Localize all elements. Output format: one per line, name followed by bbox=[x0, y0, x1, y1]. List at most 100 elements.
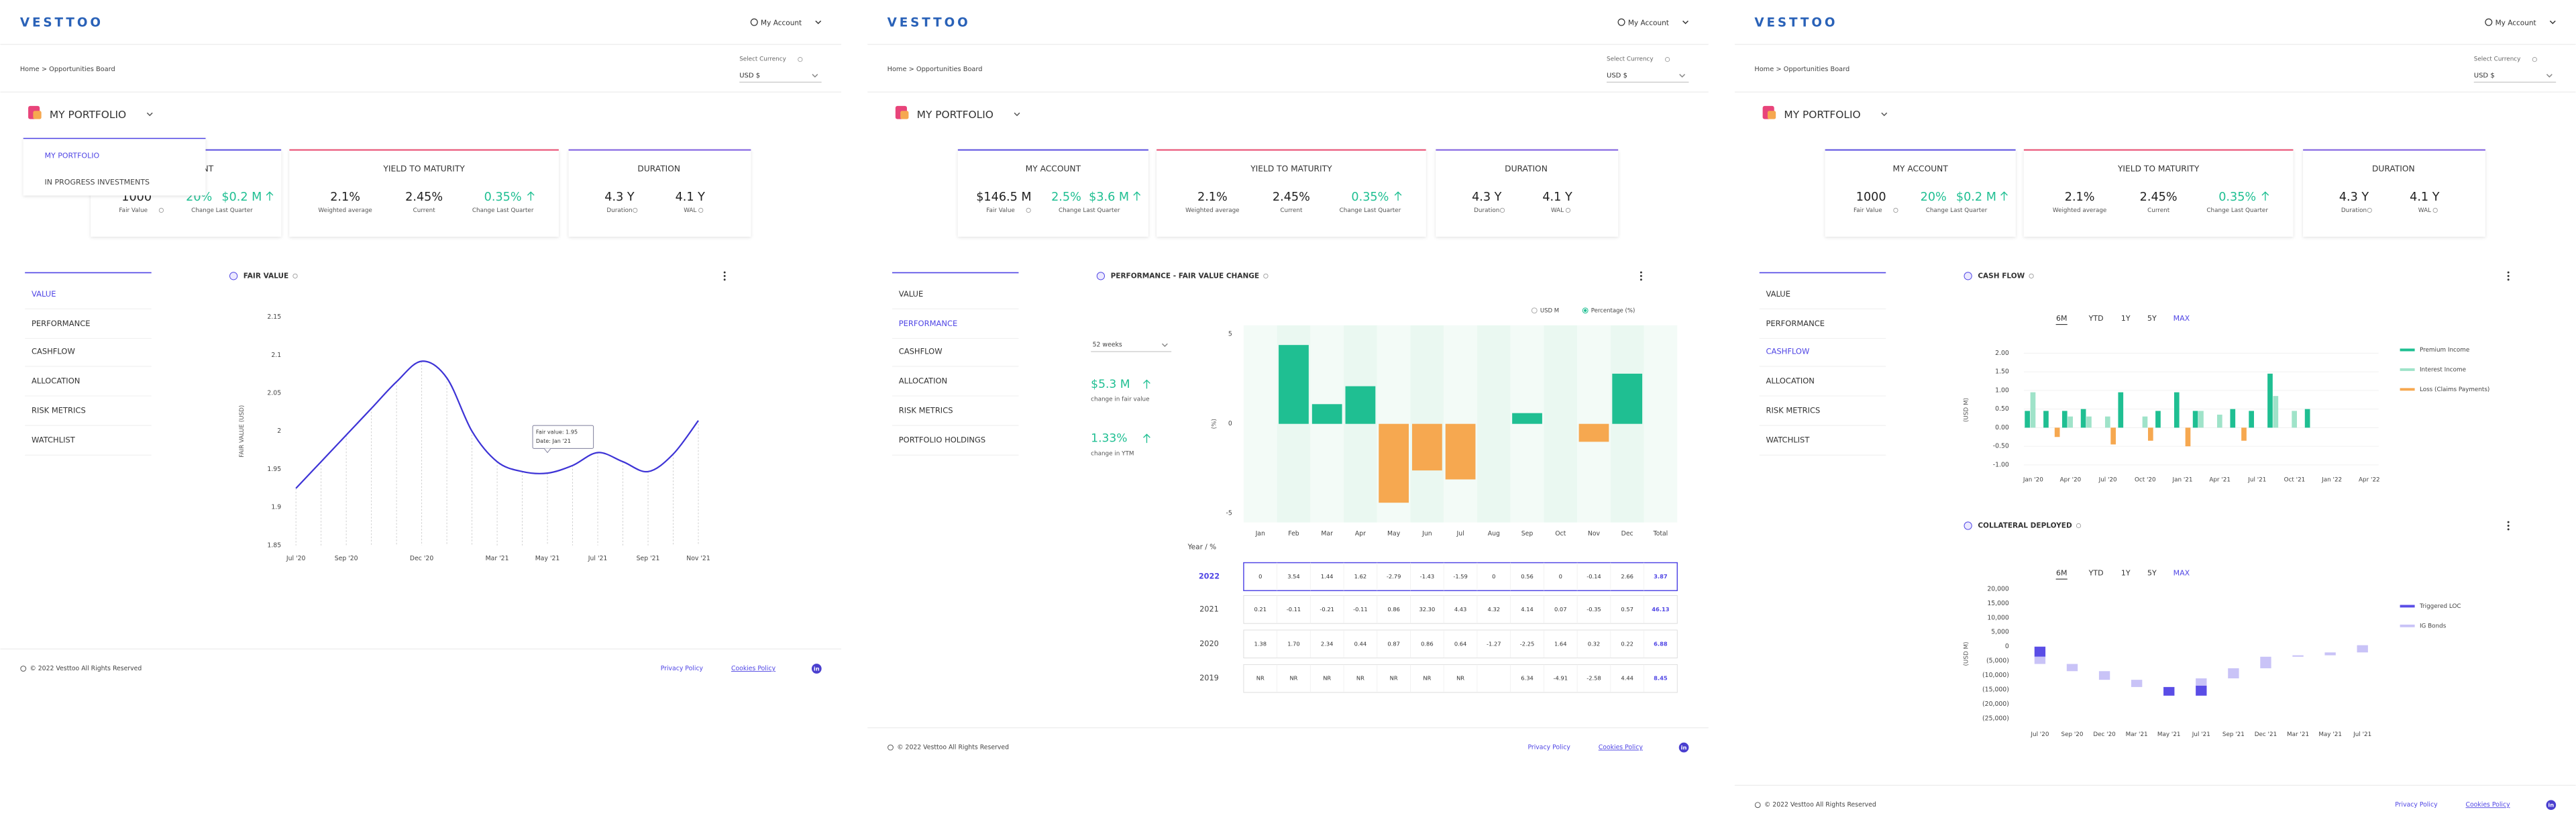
menu-item[interactable]: ALLOCATION bbox=[899, 376, 947, 386]
legend-label: Interest Income bbox=[2420, 366, 2466, 373]
menu-item[interactable]: PERFORMANCE bbox=[1766, 319, 1825, 328]
table-year: 2022 bbox=[1199, 572, 1220, 580]
stat-value: 1.33% bbox=[1091, 432, 1127, 446]
dropdown-item[interactable]: MY PORTFOLIO bbox=[45, 152, 100, 160]
kpi-value: $0.2 M bbox=[221, 191, 262, 204]
period-tab[interactable]: 6M bbox=[2056, 568, 2068, 577]
table-year: 2020 bbox=[1199, 639, 1219, 648]
kpi-label: Change Last Quarter bbox=[191, 207, 253, 214]
period-tab[interactable]: 6M bbox=[2056, 314, 2068, 323]
bar bbox=[1411, 423, 1442, 471]
account-link[interactable]: My Account bbox=[1628, 19, 1669, 27]
radio[interactable] bbox=[1531, 307, 1538, 314]
menu-item[interactable]: PERFORMANCE bbox=[32, 319, 91, 328]
table-cell: -0.14 bbox=[1587, 573, 1601, 580]
footer-link[interactable]: Privacy Policy bbox=[1527, 744, 1570, 752]
social-link[interactable]: in bbox=[1681, 744, 1687, 751]
portfolio-icon-accent bbox=[33, 111, 42, 119]
x-tick-label: Jun bbox=[1421, 530, 1432, 537]
period-tab[interactable]: YTD bbox=[2088, 568, 2104, 577]
x-tick-label: Jul '20 bbox=[2098, 476, 2117, 483]
social-link[interactable]: in bbox=[2548, 802, 2554, 809]
table-cell: NR bbox=[1456, 675, 1464, 682]
table-cell: 0 bbox=[1559, 573, 1562, 580]
breadcrumb[interactable]: Home > Opportunities Board bbox=[20, 66, 115, 73]
period-tab[interactable]: MAX bbox=[2174, 568, 2190, 577]
chevron bbox=[1682, 20, 1688, 25]
period-tab[interactable]: 5Y bbox=[2147, 568, 2157, 577]
period-tab[interactable]: 5Y bbox=[2147, 314, 2157, 323]
menu-item[interactable]: WATCHLIST bbox=[1766, 435, 1810, 445]
footer-link[interactable]: Cookies Policy bbox=[2466, 801, 2511, 809]
kpi-value: 1000 bbox=[1856, 191, 1886, 204]
copyright: © 2022 Vesttoo All Rights Reserved bbox=[1764, 801, 1876, 809]
y-tick-label: 1.9 bbox=[271, 504, 281, 511]
footer-link[interactable]: Privacy Policy bbox=[661, 665, 704, 672]
copyright-icon bbox=[20, 666, 27, 672]
column-background bbox=[1444, 325, 1477, 523]
dropdown-item[interactable]: IN PROGRESS INVESTMENTS bbox=[45, 178, 150, 187]
bar bbox=[2086, 416, 2092, 428]
table-cell: 0.57 bbox=[1621, 606, 1633, 613]
footer-link[interactable]: Cookies Policy bbox=[1599, 744, 1644, 752]
bar bbox=[2198, 411, 2204, 428]
copyright-icon bbox=[888, 744, 894, 751]
menu-item[interactable]: RISK METRICS bbox=[899, 406, 953, 415]
period-tab[interactable]: 1Y bbox=[2121, 568, 2131, 577]
period-tab[interactable]: MAX bbox=[2174, 314, 2190, 323]
breadcrumb[interactable]: Home > Opportunities Board bbox=[888, 66, 983, 73]
breadcrumb[interactable]: Home > Opportunities Board bbox=[1754, 66, 1849, 73]
chevron bbox=[146, 112, 153, 117]
menu-item[interactable]: RISK METRICS bbox=[1766, 406, 1820, 415]
bar bbox=[2304, 409, 2310, 428]
kpi-value: 2.45% bbox=[2140, 191, 2178, 204]
chevron bbox=[1679, 74, 1686, 78]
x-tick-label: Sep '20 bbox=[335, 555, 358, 562]
period-tab[interactable]: 1Y bbox=[2121, 314, 2131, 323]
menu-item[interactable]: WATCHLIST bbox=[32, 435, 76, 445]
table-cell: 4.32 bbox=[1488, 606, 1501, 613]
social-icon bbox=[811, 664, 822, 674]
currency-select[interactable]: USD $ bbox=[739, 72, 760, 80]
info-icon bbox=[1263, 273, 1269, 278]
table-cell: NR bbox=[1289, 675, 1297, 682]
menu-item[interactable]: VALUE bbox=[32, 289, 56, 299]
portfolio-title[interactable]: MY PORTFOLIO bbox=[917, 109, 994, 121]
menu-item[interactable]: PORTFOLIO HOLDINGS bbox=[899, 435, 986, 445]
menu-item[interactable]: CASHFLOW bbox=[899, 346, 943, 356]
footer-link[interactable]: Cookies Policy bbox=[731, 665, 776, 672]
account-link[interactable]: My Account bbox=[2496, 19, 2536, 27]
waterfall-bar bbox=[2034, 656, 2046, 664]
x-tick-label: Apr '20 bbox=[2060, 476, 2082, 483]
kpi-label: WAL bbox=[1551, 207, 1564, 214]
chevron bbox=[812, 74, 818, 78]
account-link[interactable]: My Account bbox=[761, 19, 802, 27]
social-link[interactable]: in bbox=[814, 665, 820, 672]
menu-item[interactable]: ALLOCATION bbox=[32, 376, 80, 386]
footer-link[interactable]: Privacy Policy bbox=[2395, 801, 2438, 809]
table-cell: 3.54 bbox=[1287, 573, 1300, 580]
portfolio-title[interactable]: MY PORTFOLIO bbox=[50, 109, 126, 121]
currency-select[interactable]: USD $ bbox=[2474, 72, 2495, 80]
x-tick-label: Mar '21 bbox=[486, 555, 509, 562]
info-icon bbox=[1664, 57, 1670, 62]
period-select[interactable]: 52 weeks bbox=[1093, 342, 1122, 349]
currency-label: Select Currency bbox=[739, 56, 786, 63]
menu-item[interactable]: CASHFLOW bbox=[32, 346, 75, 356]
kebab-dot bbox=[2507, 278, 2510, 281]
period-tab[interactable]: YTD bbox=[2088, 314, 2104, 323]
chart-icon bbox=[229, 272, 238, 280]
portfolio-title[interactable]: MY PORTFOLIO bbox=[1784, 109, 1860, 121]
menu-item[interactable]: VALUE bbox=[1766, 289, 1790, 299]
menu-item[interactable]: RISK METRICS bbox=[32, 406, 86, 415]
y-tick-label: 15,000 bbox=[1987, 600, 2009, 607]
kpi-label: Fair Value bbox=[119, 207, 148, 214]
menu-item[interactable]: CASHFLOW bbox=[1766, 346, 1809, 356]
currency-select[interactable]: USD $ bbox=[1607, 72, 1627, 80]
chart-icon bbox=[1096, 272, 1106, 280]
menu-item[interactable]: PERFORMANCE bbox=[899, 319, 958, 328]
y-axis-label: (%) bbox=[1211, 419, 1218, 429]
kebab-dot bbox=[2507, 525, 2510, 527]
menu-item[interactable]: ALLOCATION bbox=[1766, 376, 1814, 386]
menu-item[interactable]: VALUE bbox=[899, 289, 924, 299]
